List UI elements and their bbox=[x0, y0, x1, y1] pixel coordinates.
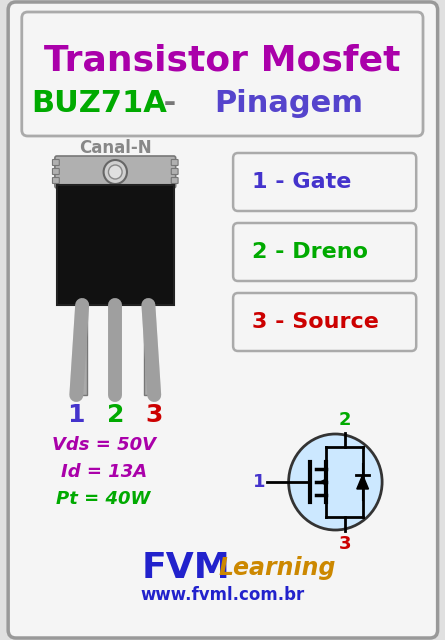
FancyBboxPatch shape bbox=[8, 2, 437, 638]
Text: Id = 13A: Id = 13A bbox=[61, 463, 147, 481]
Text: 3: 3 bbox=[339, 535, 352, 553]
Circle shape bbox=[109, 165, 122, 179]
FancyBboxPatch shape bbox=[171, 159, 178, 166]
Text: 1 - Gate: 1 - Gate bbox=[251, 172, 351, 192]
FancyBboxPatch shape bbox=[171, 168, 178, 175]
FancyBboxPatch shape bbox=[171, 177, 178, 184]
Text: Learning: Learning bbox=[218, 556, 336, 580]
Text: www.fvml.com.br: www.fvml.com.br bbox=[140, 586, 304, 604]
Circle shape bbox=[289, 434, 382, 530]
Bar bbox=[110, 305, 120, 395]
FancyBboxPatch shape bbox=[233, 223, 416, 281]
Circle shape bbox=[104, 160, 127, 184]
Bar bbox=[57, 185, 174, 305]
Text: -: - bbox=[153, 88, 187, 118]
Text: 1: 1 bbox=[68, 403, 85, 427]
Text: Vds = 50V: Vds = 50V bbox=[52, 436, 156, 454]
Text: 2: 2 bbox=[107, 403, 124, 427]
FancyBboxPatch shape bbox=[22, 12, 423, 136]
FancyBboxPatch shape bbox=[53, 159, 59, 166]
Text: FVM: FVM bbox=[142, 551, 231, 585]
Text: Transistor Mosfet: Transistor Mosfet bbox=[44, 43, 400, 77]
Text: 3 - Source: 3 - Source bbox=[251, 312, 379, 332]
FancyBboxPatch shape bbox=[53, 168, 59, 175]
Bar bbox=[144, 305, 153, 395]
FancyBboxPatch shape bbox=[55, 156, 176, 188]
Text: 3: 3 bbox=[146, 403, 163, 427]
Bar bbox=[77, 305, 87, 395]
Polygon shape bbox=[357, 475, 368, 489]
Text: 2: 2 bbox=[339, 411, 352, 429]
FancyBboxPatch shape bbox=[233, 153, 416, 211]
Text: 1: 1 bbox=[253, 473, 266, 491]
Text: Canal-N: Canal-N bbox=[79, 139, 152, 157]
Text: Pt = 40W: Pt = 40W bbox=[57, 490, 151, 508]
Text: BUZ71A: BUZ71A bbox=[31, 88, 167, 118]
FancyBboxPatch shape bbox=[53, 177, 59, 184]
Text: 2 - Dreno: 2 - Dreno bbox=[251, 242, 368, 262]
FancyBboxPatch shape bbox=[233, 293, 416, 351]
Text: Pinagem: Pinagem bbox=[214, 88, 363, 118]
